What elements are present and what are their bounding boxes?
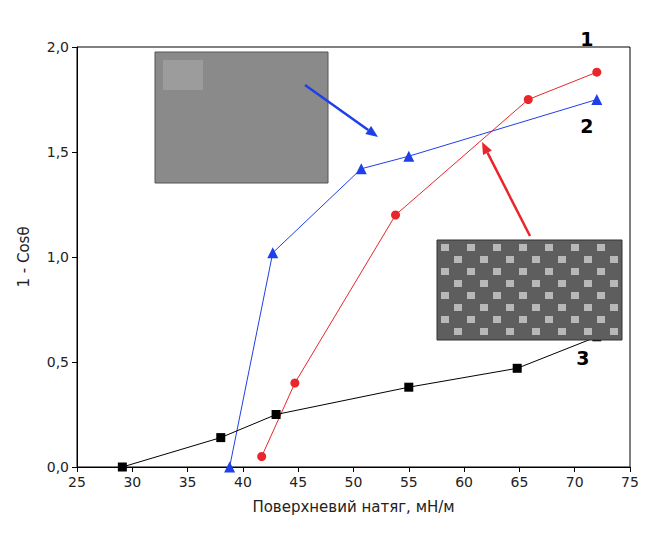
- svg-text:65: 65: [510, 474, 528, 490]
- svg-text:1,0: 1,0: [47, 249, 69, 265]
- svg-text:30: 30: [123, 474, 141, 490]
- svg-text:35: 35: [179, 474, 197, 490]
- svg-text:0,0: 0,0: [47, 459, 69, 475]
- svg-text:40: 40: [234, 474, 252, 490]
- svg-text:50: 50: [345, 474, 363, 490]
- svg-text:70: 70: [566, 474, 584, 490]
- svg-text:60: 60: [455, 474, 473, 490]
- svg-text:55: 55: [400, 474, 418, 490]
- svg-text:3: 3: [576, 347, 589, 369]
- svg-text:0,5: 0,5: [47, 354, 69, 370]
- svg-text:2: 2: [580, 115, 593, 137]
- svg-text:2,0: 2,0: [47, 39, 69, 55]
- svg-text:45: 45: [289, 474, 307, 490]
- svg-text:25: 25: [68, 474, 86, 490]
- svg-text:1 - Cosθ: 1 - Cosθ: [15, 226, 33, 287]
- svg-text:1: 1: [580, 28, 593, 50]
- svg-text:Поверхневий натяг, мН/м: Поверхневий натяг, мН/м: [252, 498, 454, 516]
- svg-text:1,5: 1,5: [47, 144, 69, 160]
- svg-text:75: 75: [621, 474, 639, 490]
